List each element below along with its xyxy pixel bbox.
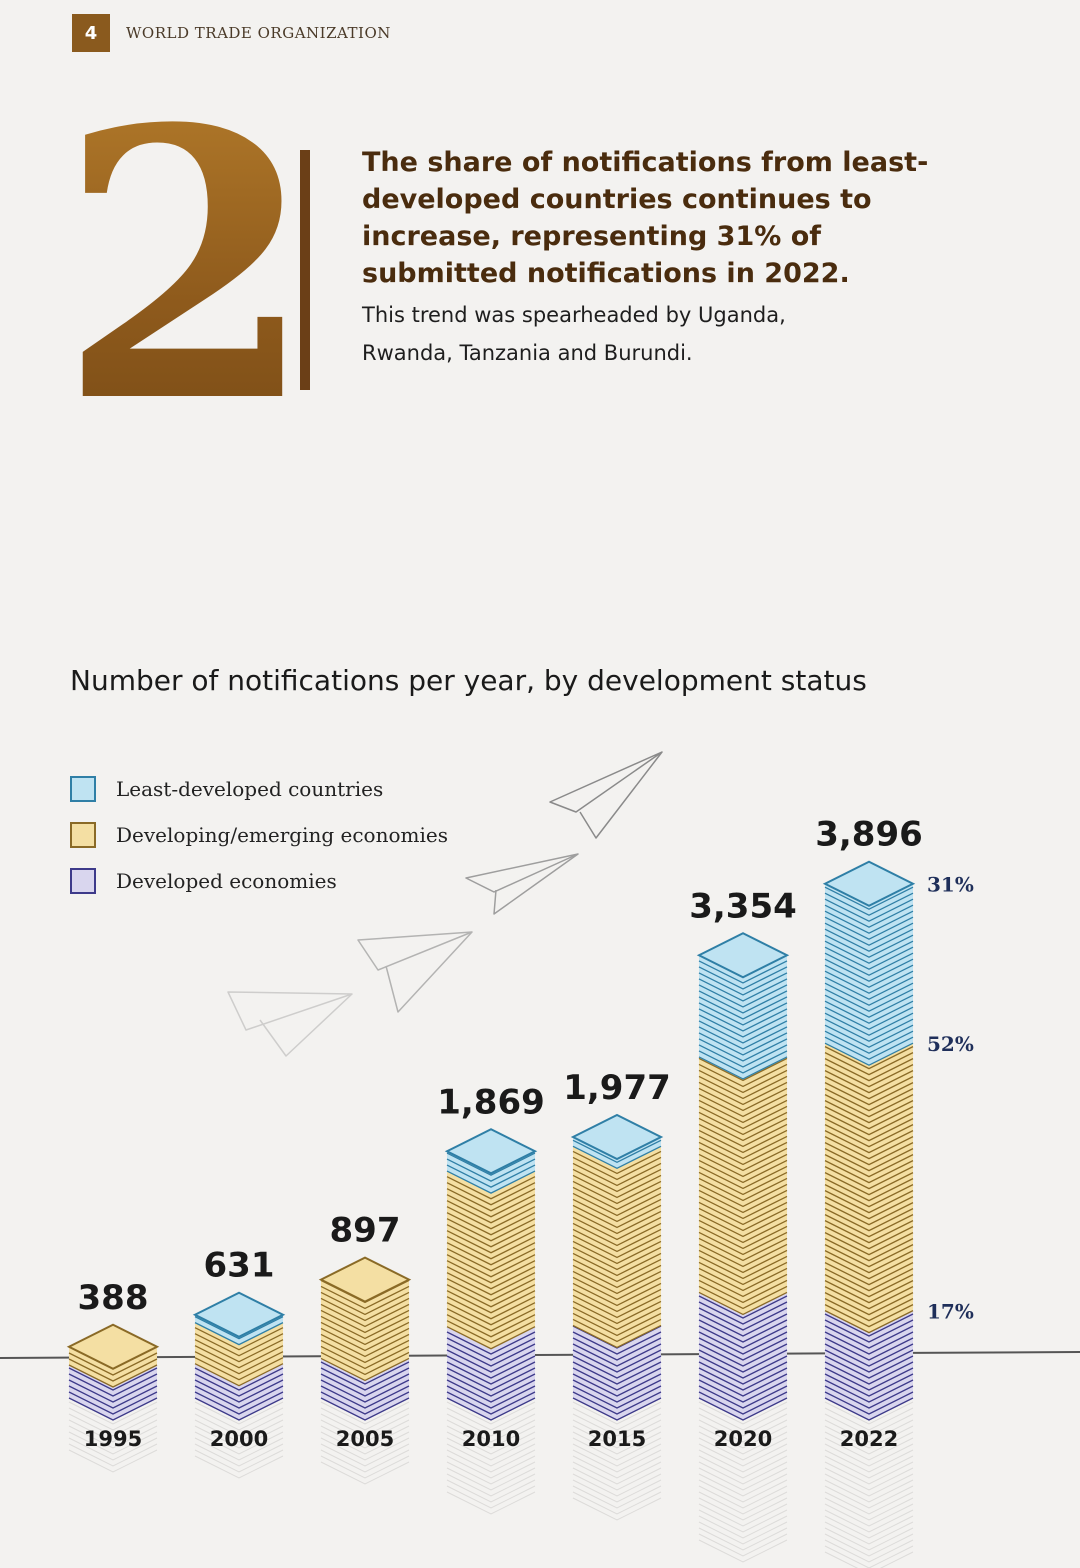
page-number: 4 <box>72 14 110 52</box>
bar-top-cap <box>318 1256 412 1303</box>
bar-segment-developing <box>698 1056 788 1316</box>
bar-reflection <box>68 1401 158 1473</box>
bar-segment-developed <box>824 1310 914 1421</box>
bar-segment-developed <box>194 1363 284 1421</box>
bar-2000: 631 2000 <box>192 1246 286 1479</box>
bars-layer: 388 1995 631 2000 897 2005 1,869 2010 1,977 2015 3… <box>66 815 974 1568</box>
bar-segment-developed <box>68 1365 158 1421</box>
chart-title: Number of notifications per year, by dev… <box>70 664 867 697</box>
bar-2005: 897 2005 <box>318 1211 412 1485</box>
bar-1995: 388 1995 <box>66 1278 160 1473</box>
bar-reflection <box>572 1401 662 1521</box>
chart-legend: Least-developed countries Developing/eme… <box>70 766 448 904</box>
total-label: 897 <box>330 1211 401 1251</box>
bar-2015: 1,977 2015 <box>563 1068 671 1521</box>
page-header: 4 WORLD TRADE ORGANIZATION <box>72 14 391 52</box>
total-label: 1,869 <box>437 1082 545 1122</box>
bar-segment-developing <box>194 1322 284 1387</box>
feature-number: 2 <box>58 50 315 484</box>
category-label: 2000 <box>210 1427 268 1451</box>
bar-segment-developing <box>572 1146 662 1349</box>
bar-segment-developing <box>824 1043 914 1334</box>
legend-item-developing: Developing/emerging economies <box>70 812 448 858</box>
total-label: 388 <box>78 1278 149 1318</box>
bar-segment-ldc <box>194 1314 284 1346</box>
bar-reflection <box>824 1401 914 1568</box>
bar-reflection <box>698 1401 788 1563</box>
feature-headline: The share of notifications from least-de… <box>362 147 929 289</box>
legend-item-ldc: Least-developed countries <box>70 766 448 812</box>
legend-swatch-developed <box>70 868 96 894</box>
bar-reflection <box>446 1401 536 1515</box>
category-label: 2022 <box>840 1427 898 1451</box>
bar-segment-ldc <box>698 955 788 1080</box>
bar-segment-developed <box>698 1292 788 1421</box>
legend-label-developed: Developed economies <box>116 869 337 893</box>
bar-top-cap <box>66 1323 160 1370</box>
bar-2022: 3,896 2022 <box>815 815 923 1568</box>
bar-segment-developing <box>446 1171 536 1350</box>
bar-top-cap <box>570 1113 664 1161</box>
bar-top-cap <box>444 1128 538 1175</box>
paper-plane-icon <box>227 991 353 1057</box>
baseline <box>0 1351 1080 1359</box>
legend-label-ldc: Least-developed countries <box>116 777 384 801</box>
total-label: 1,977 <box>563 1068 671 1108</box>
category-label: 1995 <box>84 1427 142 1451</box>
bar-segment-developed <box>320 1358 410 1421</box>
category-label: 2015 <box>588 1427 646 1451</box>
share-label-developed: 17% <box>927 1300 974 1324</box>
legend-swatch-ldc <box>70 776 96 802</box>
bar-segment-developed <box>572 1325 662 1421</box>
paper-plane-icon <box>357 931 473 1013</box>
bar-top-cap <box>822 860 916 907</box>
total-label: 3,354 <box>689 886 797 926</box>
bar-segment-developed <box>446 1326 536 1421</box>
bar-top-cap <box>192 1291 286 1338</box>
bar-reflection <box>194 1401 284 1479</box>
legend-label-developing: Developing/emerging economies <box>116 823 448 847</box>
paper-plane-icon <box>549 751 663 839</box>
total-label: 631 <box>204 1246 275 1286</box>
category-label: 2020 <box>714 1427 772 1451</box>
bar-reflection <box>320 1401 410 1485</box>
share-label-developing: 52% <box>927 1032 974 1056</box>
paper-plane-decorations <box>227 751 663 1057</box>
legend-swatch-developing <box>70 822 96 848</box>
bar-2010: 1,869 2010 <box>437 1082 545 1515</box>
bar-2020: 3,354 2020 <box>689 886 797 1563</box>
vertical-divider <box>300 150 310 390</box>
bar-segment-ldc <box>572 1137 662 1170</box>
bar-top-cap <box>696 932 790 979</box>
share-label-ldc: 31% <box>927 873 974 897</box>
paper-plane-icon <box>465 853 579 915</box>
bar-segment-ldc <box>824 883 914 1066</box>
feature-subtext: This trend was spearheaded by Uganda, Rw… <box>362 303 786 365</box>
category-label: 2010 <box>462 1427 520 1451</box>
category-label: 2005 <box>336 1427 394 1451</box>
total-label: 3,896 <box>815 815 923 855</box>
bar-segment-ldc <box>446 1151 536 1194</box>
legend-item-developed: Developed economies <box>70 858 448 904</box>
organization-name: WORLD TRADE ORGANIZATION <box>126 24 391 42</box>
